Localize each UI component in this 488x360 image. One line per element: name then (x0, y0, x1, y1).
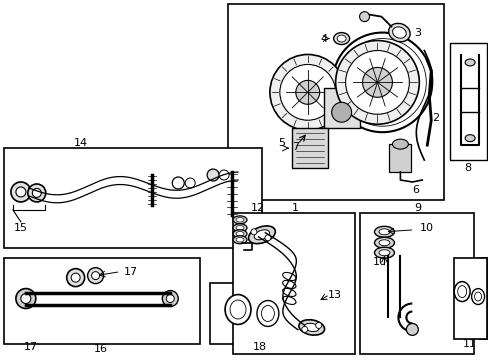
Bar (4, 148, 262, 248)
Ellipse shape (233, 236, 246, 244)
Ellipse shape (474, 292, 481, 301)
Circle shape (345, 50, 408, 114)
Circle shape (279, 64, 335, 120)
Circle shape (295, 80, 319, 104)
Text: 6: 6 (411, 185, 418, 195)
Text: 9: 9 (413, 203, 420, 213)
Text: 13: 13 (327, 289, 341, 300)
Circle shape (207, 169, 219, 181)
Ellipse shape (256, 301, 278, 327)
Circle shape (362, 67, 392, 97)
Text: 8: 8 (464, 163, 471, 173)
Circle shape (219, 170, 228, 180)
Circle shape (406, 323, 417, 336)
Text: 3: 3 (413, 28, 420, 37)
Circle shape (250, 229, 256, 235)
Circle shape (331, 102, 351, 122)
Text: 10: 10 (372, 257, 386, 267)
Text: 2: 2 (431, 113, 438, 123)
Ellipse shape (333, 32, 349, 45)
Text: 11: 11 (462, 339, 476, 349)
Ellipse shape (224, 294, 250, 324)
Circle shape (11, 182, 31, 202)
Ellipse shape (304, 323, 319, 332)
Text: 17: 17 (24, 342, 38, 352)
Text: 1: 1 (292, 203, 299, 213)
Bar (478, 258, 486, 339)
Bar (233, 213, 354, 354)
Circle shape (264, 235, 270, 241)
Text: 16: 16 (93, 345, 107, 354)
Circle shape (16, 187, 26, 197)
Text: 10: 10 (419, 223, 433, 233)
Ellipse shape (233, 216, 246, 224)
Bar (359, 213, 473, 354)
Ellipse shape (378, 229, 389, 235)
Circle shape (91, 272, 100, 280)
Circle shape (359, 12, 369, 22)
Circle shape (71, 273, 80, 282)
Circle shape (335, 41, 419, 124)
Ellipse shape (374, 237, 394, 248)
Ellipse shape (233, 224, 246, 232)
Text: 14: 14 (73, 138, 87, 148)
Ellipse shape (388, 23, 409, 42)
Bar (453, 258, 486, 339)
Ellipse shape (236, 238, 244, 242)
Text: 17: 17 (123, 267, 137, 276)
Ellipse shape (229, 300, 245, 319)
Bar (388, 144, 410, 172)
Ellipse shape (374, 247, 394, 258)
Bar (227, 4, 443, 200)
Ellipse shape (470, 289, 484, 305)
Ellipse shape (254, 230, 269, 240)
Circle shape (162, 291, 178, 306)
Ellipse shape (453, 282, 469, 302)
Ellipse shape (392, 139, 407, 149)
Ellipse shape (464, 59, 474, 66)
Circle shape (87, 268, 103, 284)
Circle shape (32, 189, 41, 197)
Text: 5: 5 (278, 138, 285, 148)
Circle shape (21, 293, 31, 303)
Bar (449, 42, 486, 160)
Circle shape (269, 54, 345, 130)
Ellipse shape (392, 27, 406, 38)
Ellipse shape (261, 306, 274, 321)
Circle shape (166, 294, 174, 302)
Ellipse shape (336, 35, 346, 42)
Ellipse shape (298, 320, 324, 335)
Ellipse shape (374, 226, 394, 237)
Circle shape (185, 178, 195, 188)
Ellipse shape (236, 231, 244, 236)
Ellipse shape (464, 135, 474, 141)
Circle shape (172, 177, 184, 189)
Text: 4: 4 (320, 33, 326, 44)
Ellipse shape (457, 285, 466, 298)
Circle shape (16, 289, 36, 309)
Bar (4, 258, 200, 345)
Text: 18: 18 (252, 342, 266, 352)
Bar (323, 88, 359, 128)
Circle shape (28, 184, 46, 202)
Ellipse shape (248, 226, 275, 244)
Ellipse shape (378, 250, 389, 256)
Text: 7: 7 (292, 142, 299, 152)
Text: 15: 15 (14, 223, 28, 233)
Ellipse shape (233, 230, 246, 238)
Bar (291, 128, 327, 168)
Ellipse shape (236, 226, 244, 230)
Ellipse shape (236, 217, 244, 222)
Circle shape (66, 269, 84, 287)
Text: 12: 12 (250, 203, 264, 213)
Bar (210, 283, 309, 345)
Circle shape (301, 327, 307, 332)
Circle shape (315, 323, 321, 328)
Ellipse shape (378, 240, 389, 246)
